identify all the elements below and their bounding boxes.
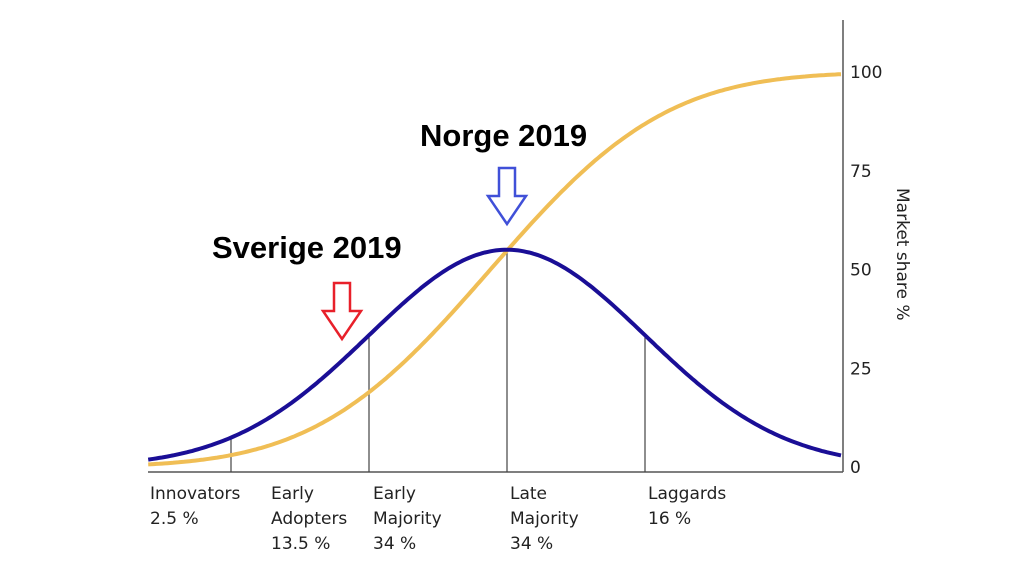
category-label-line: Early	[373, 484, 416, 504]
category-label: Laggards 16 %	[648, 484, 726, 529]
down-arrow-icon	[320, 281, 364, 342]
y-tick-label: 25	[850, 359, 872, 379]
category-label: Innovators 2.5 %	[150, 484, 240, 529]
category-label-line: Innovators	[150, 484, 240, 504]
down-arrow-icon	[485, 166, 529, 227]
category-label-line: Early	[271, 484, 314, 504]
category-label-line: Majority	[510, 509, 579, 529]
category-label-line: Majority	[373, 509, 442, 529]
adoption-bell-curve	[147, 247, 842, 462]
annotation-label: Sverige 2019	[212, 230, 402, 265]
category-label: Late Majority 34 %	[510, 484, 579, 554]
category-label-line: 34 %	[510, 534, 553, 554]
category-label: Early Majority 34 %	[373, 484, 442, 554]
category-label-line: 2.5 %	[150, 509, 199, 529]
annotation-label: Norge 2019	[420, 118, 587, 153]
y-tick-label: 75	[850, 162, 872, 182]
category-label-line: 34 %	[373, 534, 416, 554]
y-tick-label: 100	[850, 63, 882, 83]
category-label: Early Adopters 13.5 %	[271, 484, 347, 554]
category-label-line: 13.5 %	[271, 534, 330, 554]
category-label-line: Adopters	[271, 509, 347, 529]
y-tick-label: 0	[850, 458, 861, 478]
category-label-line: Laggards	[648, 484, 726, 504]
category-label-line: Late	[510, 484, 547, 504]
y-axis-label: Market share %	[892, 188, 912, 321]
cumulative-share-line	[148, 72, 842, 467]
y-tick-label: 50	[850, 261, 872, 281]
category-label-line: 16 %	[648, 509, 691, 529]
